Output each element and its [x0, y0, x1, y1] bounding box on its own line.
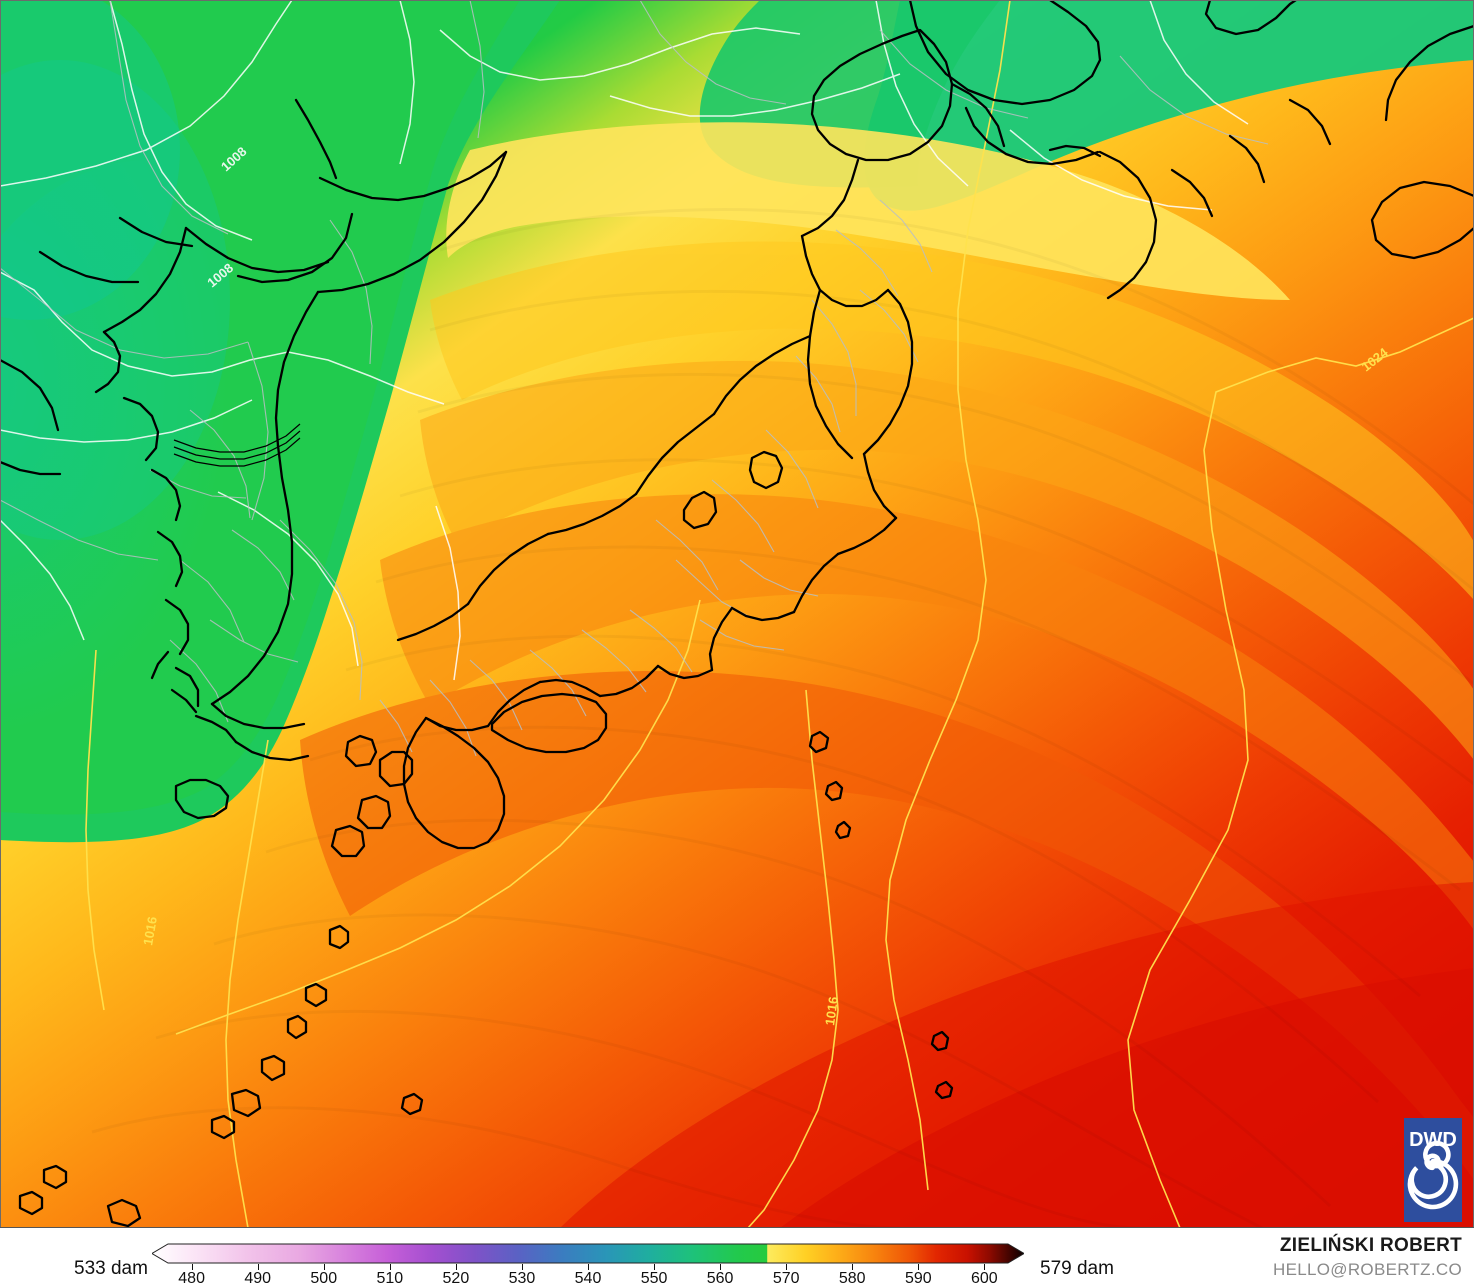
- colorbar-tick-mark: [654, 1264, 656, 1270]
- colorbar-max-label: 579 dam: [1040, 1258, 1114, 1279]
- colorbar-svg[interactable]: [152, 1243, 1024, 1264]
- colorbar-tick-label: 560: [706, 1270, 734, 1287]
- colorbar-tick-label: 550: [640, 1270, 668, 1287]
- colorbar-tick-mark: [191, 1264, 193, 1270]
- author-email[interactable]: HELLO@ROBERTZ.CO: [1273, 1260, 1462, 1279]
- colorbar-tick-mark: [852, 1264, 854, 1270]
- colorbar-tick-label: 570: [772, 1270, 800, 1287]
- isobar-lines: [85, 0, 1474, 1227]
- colorbar-tick-label: 510: [376, 1270, 404, 1287]
- map-canvas[interactable]: 1008 1008 1024 1016 1016: [0, 0, 1474, 1228]
- colorbar-tick-label: 530: [508, 1270, 536, 1287]
- spiral-icon: [1407, 1140, 1459, 1210]
- credit-block: ZIELIŃSKI ROBERT HELLO@ROBERTZ.CO: [1273, 1235, 1462, 1280]
- admin-borders: [0, 0, 1269, 757]
- colorbar-tick-mark: [455, 1264, 457, 1270]
- dwd-logo-text: DWD: [1409, 1129, 1457, 1151]
- colorbar-tick-label: 580: [838, 1270, 866, 1287]
- colorbar-ticks: 480 490 500 510 520 530 540 550 560 570 580 590 600: [152, 1264, 1024, 1287]
- colorbar[interactable]: [152, 1243, 1024, 1264]
- colorbar-tick-label: 490: [244, 1270, 272, 1287]
- colorbar-tick-label: 600: [971, 1270, 998, 1287]
- colorbar-tick-mark: [521, 1264, 523, 1270]
- isobar-label: 1016: [822, 996, 841, 1027]
- colorbar-min-label: 533 dam: [74, 1258, 148, 1279]
- colorbar-swatch: [152, 1243, 1024, 1264]
- coastlines: [0, 0, 1474, 1227]
- dwd-logo-svg: DWD: [1404, 1118, 1462, 1222]
- field-layer: 1008 1008 1024 1016 1016: [0, 0, 1474, 1227]
- colorbar-tick-mark: [720, 1264, 722, 1270]
- border-dmz: [173, 423, 301, 467]
- colorbar-tick-mark: [984, 1264, 986, 1270]
- colorbar-tick-mark: [588, 1264, 589, 1270]
- map-panel[interactable]: 1008 1008 1024 1016 1016: [0, 0, 1474, 1228]
- colorbar-tick-mark: [323, 1264, 325, 1270]
- colorbar-tick-mark: [389, 1264, 391, 1270]
- isobar-lines-cold: [0, 0, 1249, 681]
- isobar-label: 1016: [140, 915, 160, 946]
- author-name: ZIELIŃSKI ROBERT: [1279, 1235, 1462, 1256]
- colorbar-tick-label: 520: [442, 1270, 470, 1287]
- colorbar-tick-label: 590: [904, 1270, 932, 1287]
- colorbar-tick-mark: [257, 1264, 259, 1270]
- contour-bands: [300, 241, 1474, 1180]
- colorbar-tick-label: 540: [574, 1270, 602, 1287]
- colorbar-tick-mark: [786, 1264, 788, 1270]
- colorbar-tick-label: 500: [310, 1270, 338, 1287]
- colorbar-tick-mark: [918, 1264, 920, 1270]
- colorbar-tick-label: 480: [178, 1270, 205, 1287]
- dwd-logo: DWD: [1404, 1118, 1462, 1222]
